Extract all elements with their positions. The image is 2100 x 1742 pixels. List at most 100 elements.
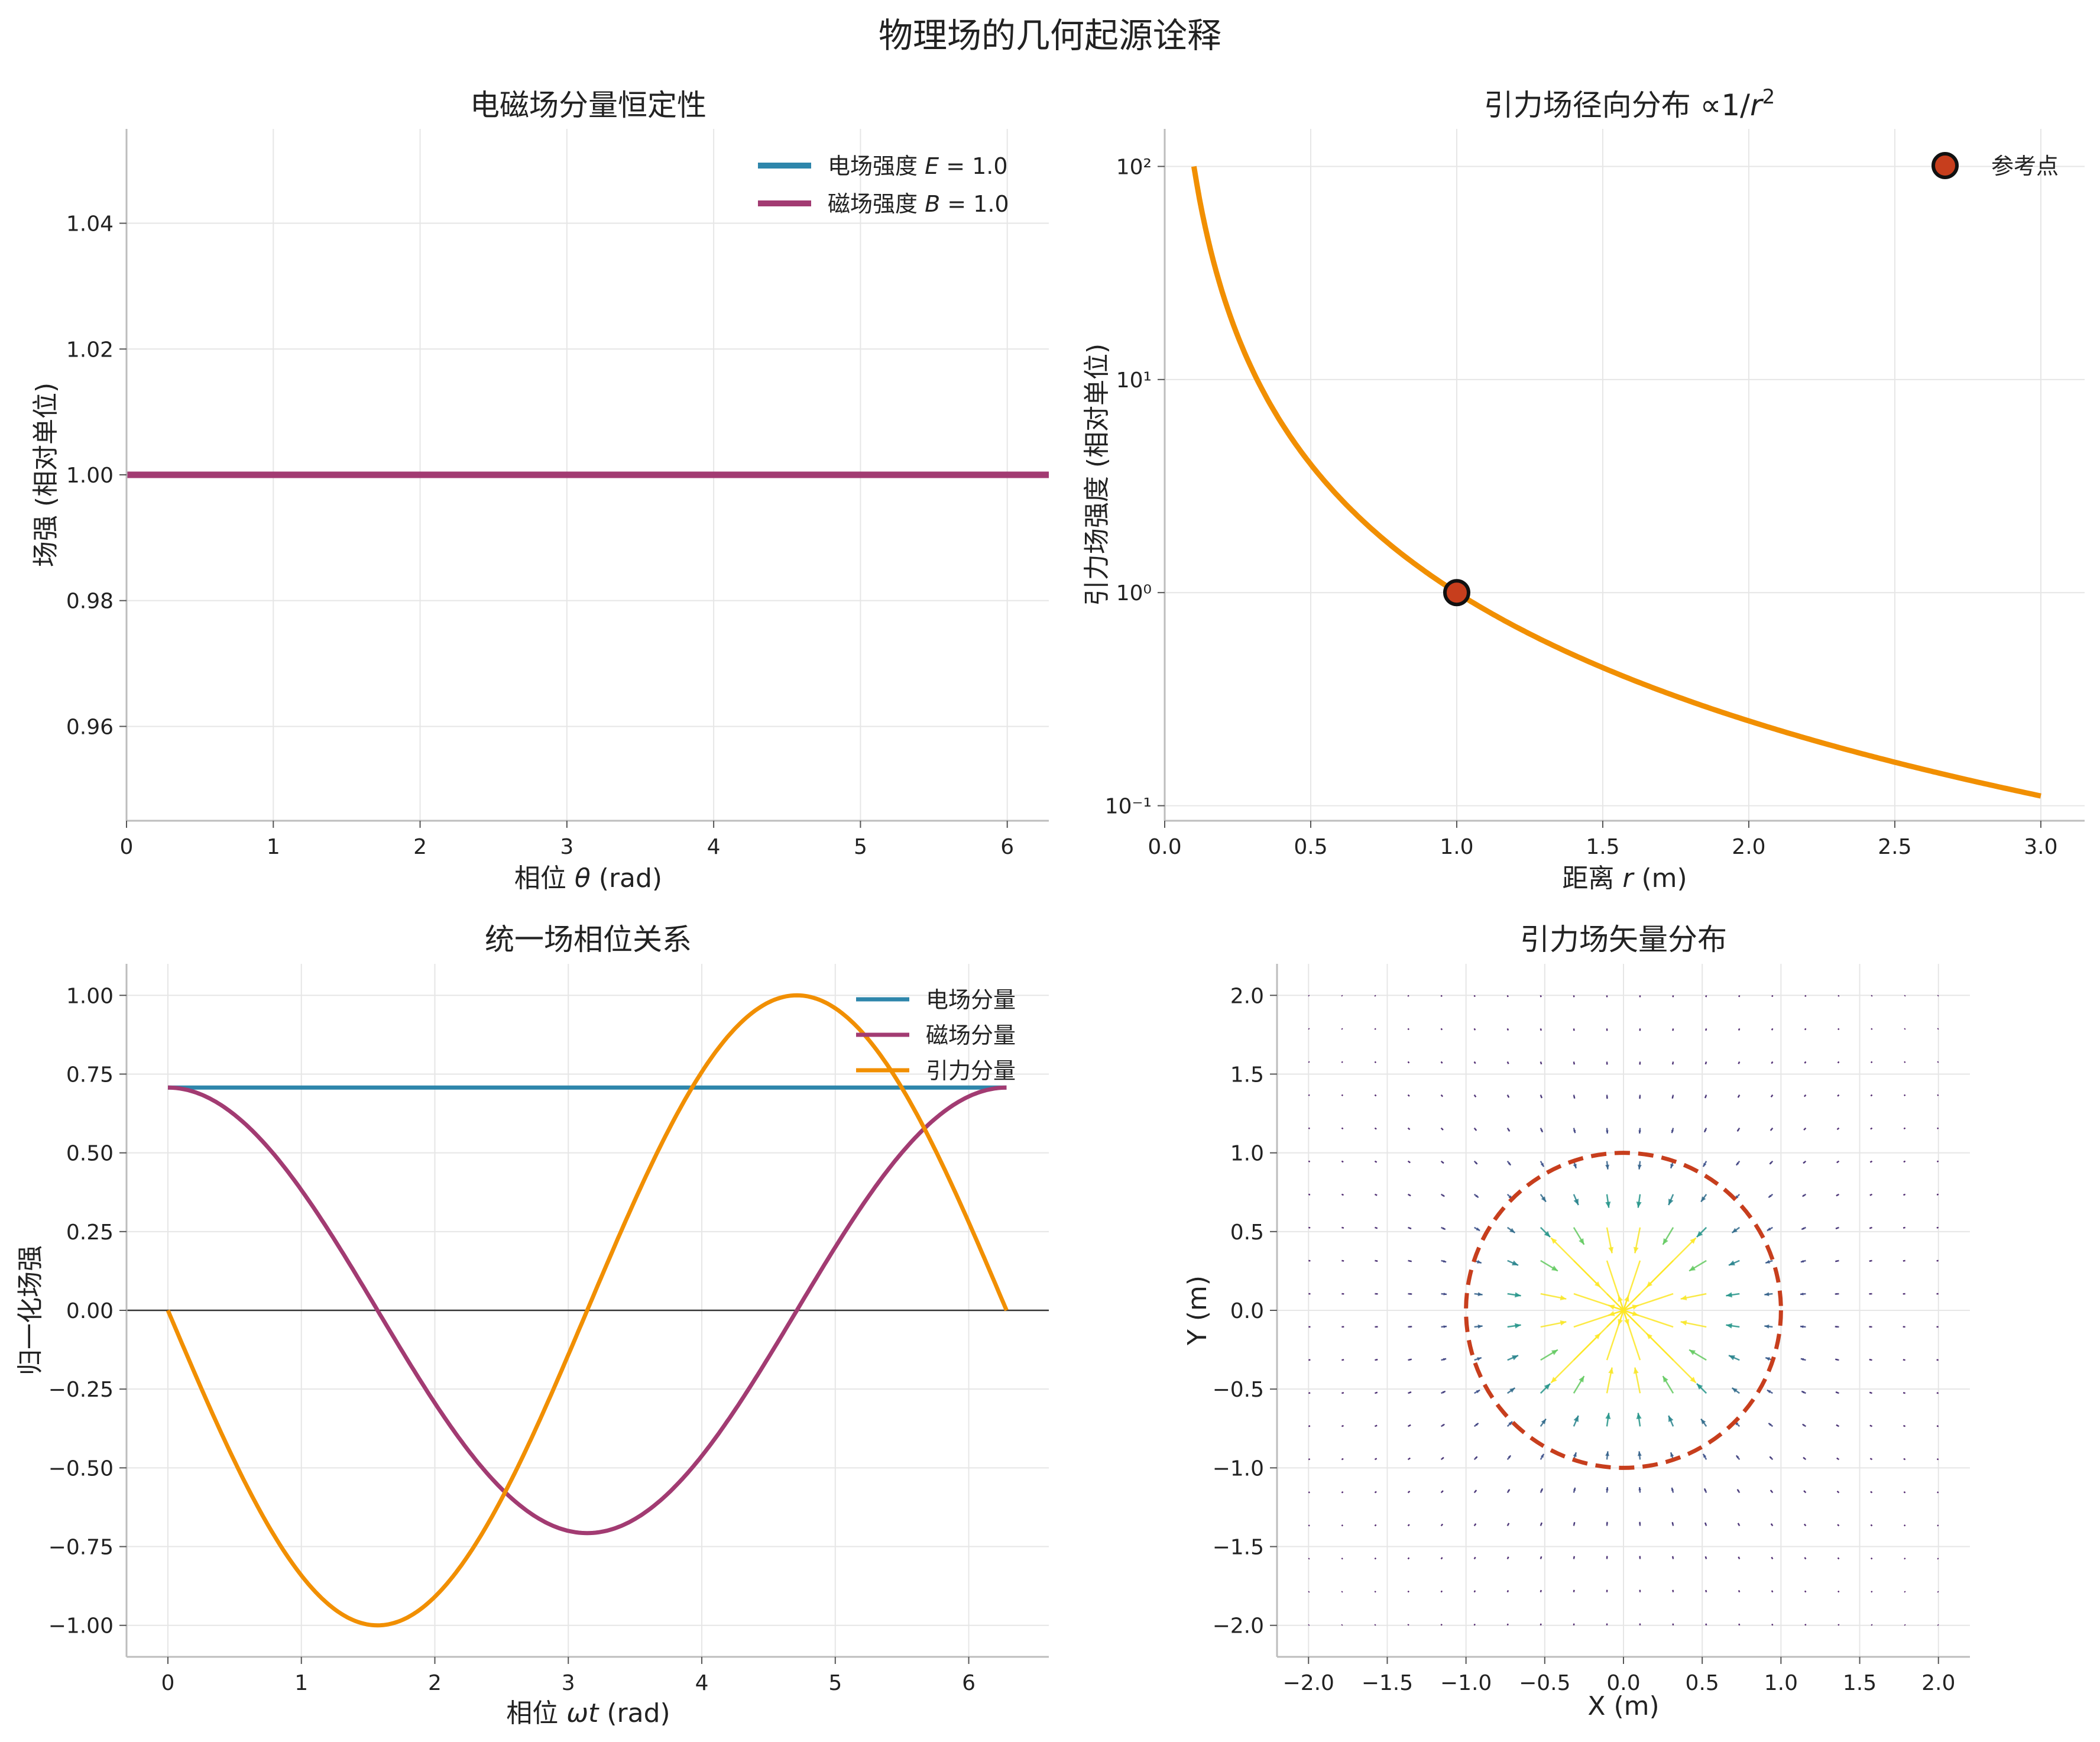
p4-arrow-head [1408,1061,1409,1063]
p4-arrow-head [1309,1161,1310,1162]
p4-arrow-head [1903,1458,1905,1460]
p4-arrow-head [1606,1029,1608,1031]
p4-arrow-head [1409,1227,1412,1229]
p4-ytick-label: 1.0 [1230,1142,1264,1166]
p4-arrow-head [1639,996,1641,998]
p4-arrow-head [1771,1095,1773,1097]
p4-arrow-head [1800,1325,1804,1328]
p4-arrow-head [1474,1490,1477,1492]
p4-arrow-head [1341,1525,1343,1526]
p4-arrow-head [1726,1323,1732,1329]
p4-arrow-head [1309,1293,1311,1294]
p4-arrow-head [1770,1456,1772,1459]
p4-arrow-head [1441,1457,1444,1459]
p4-arrow-head [1639,1589,1641,1591]
p4-arrow-head [1836,1161,1839,1163]
p4-xtick-label: 2.0 [1921,1671,1955,1695]
p4-arrow-head [1573,1589,1575,1592]
p4-arrow-head [1903,1326,1904,1327]
p4-xtick-label: 1.0 [1764,1671,1798,1695]
p4-arrow-head [1341,1095,1343,1096]
p4-arrow-head [1441,1029,1443,1030]
p4-arrow-head [1342,1359,1344,1361]
p4-arrow-head [1343,1293,1344,1294]
p3-ytick-label: 0.25 [66,1220,114,1245]
p4-arrow-head [1668,1199,1674,1205]
p4-arrow-head [1771,1523,1773,1526]
p4-arrow-head [1375,1194,1378,1196]
p4-arrow-head [1804,1029,1806,1030]
p4-arrow-head [1672,1029,1674,1031]
p4-arrow [1645,1332,1674,1361]
p4-arrow-head [1771,1029,1773,1031]
p4-arrow-head [1936,1227,1938,1228]
panel-gravity-radial: 引力场径向分布 ∝1/r2 0.0 0.5 1.0 1.5 2.0 2.5 3.0 10² 10… [1082,85,2085,893]
p1-ytick-label: 0.96 [66,715,114,739]
p4-arrow-head [1408,1161,1411,1163]
p3-legend-label-electric: 电场分量 [926,987,1016,1013]
p4-arrow-head [1646,1333,1652,1339]
p4-arrow-head [1376,1392,1378,1394]
p4-arrow-head [1732,1388,1738,1393]
p4-arrow-head [1869,1359,1871,1361]
p4-arrow-head [1837,1128,1839,1130]
p4-arrow-head [1573,1096,1576,1099]
p4-plot-area [1308,995,1939,1626]
p2-ytick-label: 10⁻¹ [1105,795,1152,819]
p4-ytick-label: 0.0 [1230,1299,1264,1323]
p4-arrow-head [1540,1590,1542,1592]
p2-ytick-label: 10² [1116,155,1152,179]
p4-arrow-head [1738,1556,1740,1559]
p4-arrow-head [1835,1260,1838,1262]
p4-arrow [1608,1293,1674,1316]
p4-arrow-head [1573,1556,1575,1558]
p4-arrow-head [1375,1624,1376,1626]
p4-arrow-head [1633,1246,1639,1254]
p4-arrow-head [1904,1095,1905,1096]
p4-xtick-label: −1.5 [1362,1671,1413,1695]
p4-arrow-head [1937,1624,1939,1626]
p4-arrow-head [1573,996,1574,998]
p4-arrow-head [1633,1367,1639,1374]
p4-arrow-head [1696,1231,1703,1238]
p4-arrow-head [1375,1095,1376,1096]
p4-arrow-head [1671,1096,1674,1099]
p4-arrow-head [1474,1062,1476,1064]
p4-arrow-head [1551,1265,1558,1271]
p4-arrow-head [1342,1194,1344,1196]
p4-arrow-head [1608,1367,1614,1374]
p4-arrow-head [1705,1063,1707,1064]
p4-arrow-head [1573,1129,1576,1134]
p4-arrow-head [1764,1324,1770,1329]
p4-arrow-head [1477,1259,1482,1264]
p4-arrow-head [1541,1419,1546,1424]
p4-arrow-head [1342,1425,1344,1427]
p4-arrow-head [1768,1423,1772,1426]
p4-arrow-head [1937,1558,1939,1559]
p4-arrow-head [1540,1096,1542,1099]
p2-legend-marker-reference [1932,152,1959,179]
p4-arrow-head [1673,1623,1674,1625]
p3-series-magnetic [167,1085,1007,1536]
p4-arrow-head [1376,1293,1378,1295]
p4-arrow-head [1937,1525,1939,1526]
p4-arrow-head [1608,1311,1615,1316]
p4-arrow-head [1903,1359,1905,1361]
p4-arrow-head [1800,1293,1804,1296]
p4-arrow-head [1836,1424,1838,1427]
p4-arrow-head [1474,1161,1477,1164]
p4-arrow-head [1871,1591,1872,1592]
p4-arrow [1618,1295,1641,1361]
p4-arrow-head [1729,1260,1735,1265]
p4-arrow-head [1376,1227,1378,1229]
p4-arrow-head [1804,1491,1806,1492]
p4-arrow-head [1871,1095,1872,1096]
p4-arrow-head [1736,1455,1739,1459]
p4-arrow [1608,1304,1674,1328]
figure-title: 物理场的几何起源诠释 [879,15,1221,56]
p4-arrow-head [1670,1164,1674,1168]
p4-arrow-head [1804,1128,1806,1130]
p4-arrow-head [1475,1423,1479,1426]
p4-arrow-head [1375,1558,1376,1559]
p2-ytick-label: 10⁰ [1116,581,1152,606]
